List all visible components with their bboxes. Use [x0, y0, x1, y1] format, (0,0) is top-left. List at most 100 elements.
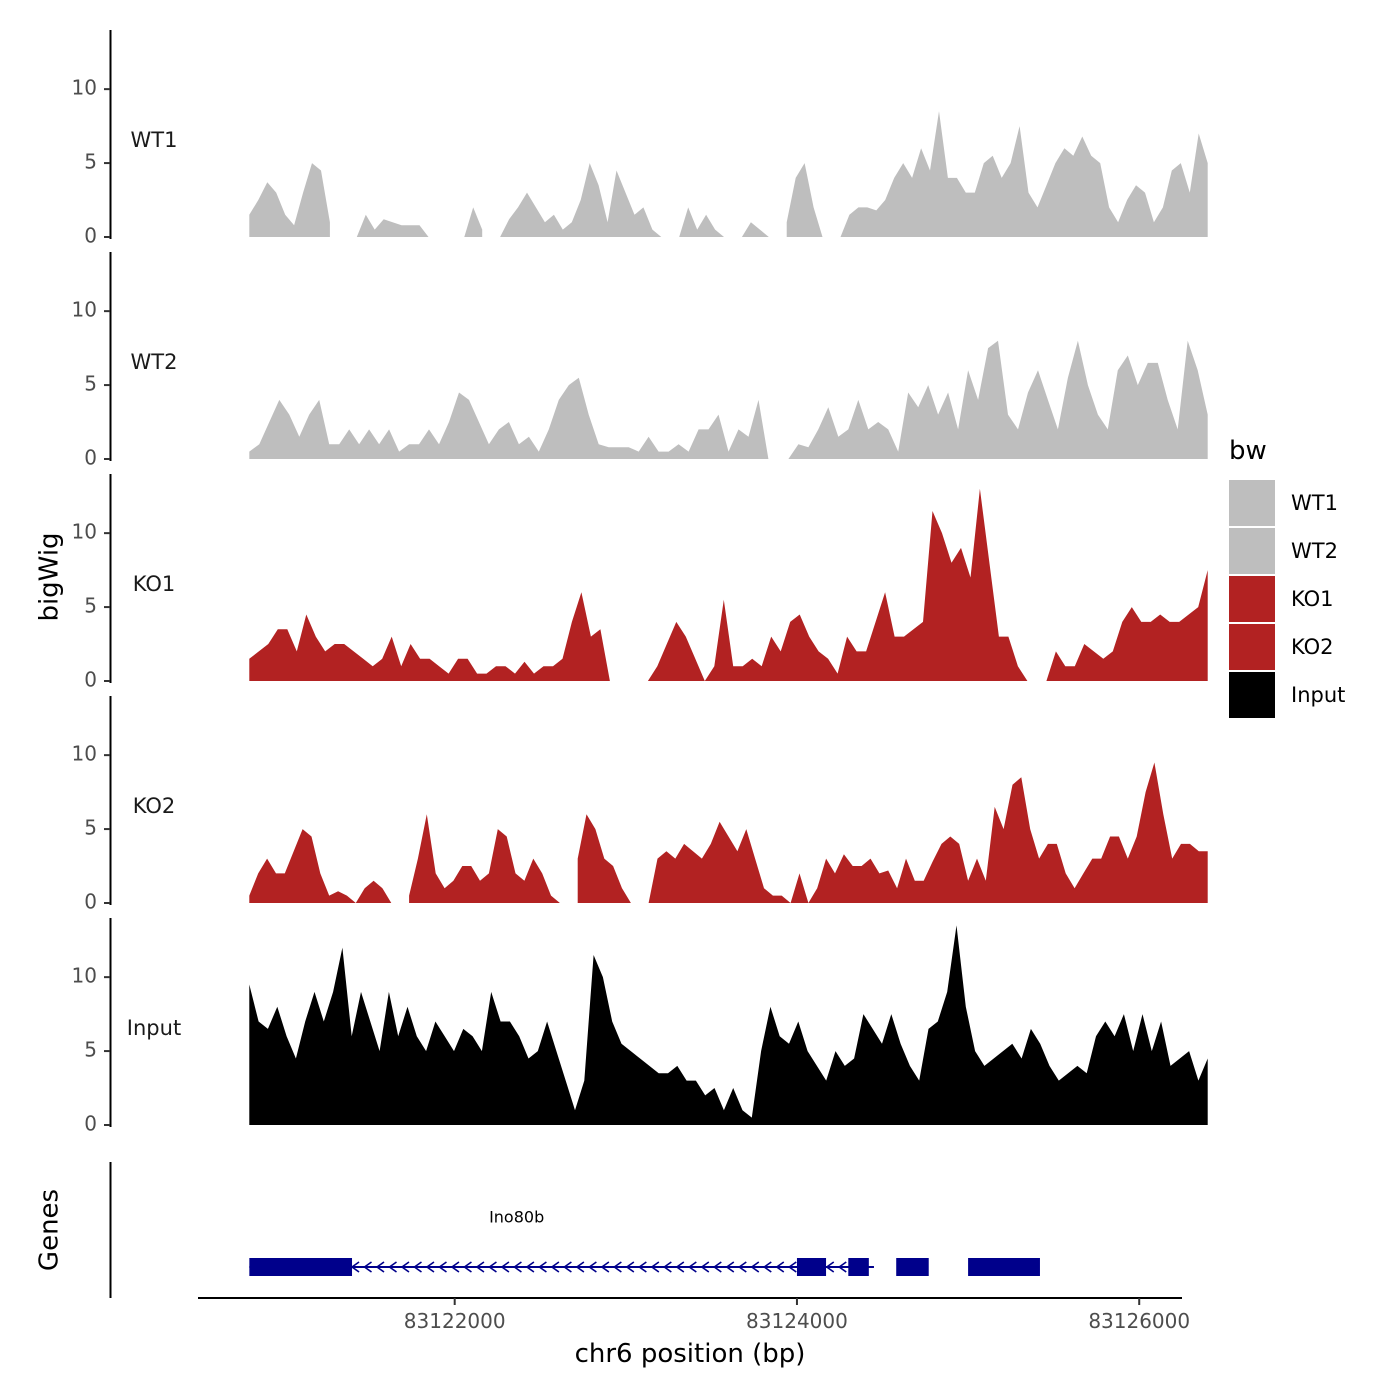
gene-strand-arrow-1 — [363, 1261, 372, 1273]
track-wt1-area-7 — [840, 111, 1208, 237]
track-wt1: 0 5 10 WT1 — [72, 30, 1208, 248]
gene-strand-arrow-22 — [625, 1261, 635, 1273]
gene-strand-arrow-16 — [550, 1261, 560, 1273]
gene-strand-arrow-4 — [400, 1261, 410, 1273]
gene-strand-arrow-36 — [825, 1261, 835, 1273]
track-ko2-area-3 — [648, 762, 1208, 903]
track-ko1-y-tick-label-10: 10 — [72, 520, 97, 544]
x-tick-label-0: 83122000 — [404, 1309, 506, 1333]
legend-title: bw — [1229, 436, 1267, 466]
gene-strand-arrow-9 — [463, 1261, 472, 1273]
track-wt1-y-tick-label-0: 0 — [84, 224, 97, 248]
gene-exon-4 — [896, 1258, 929, 1276]
gene-strand-arrow-32 — [750, 1261, 760, 1273]
track-input-y-tick-label-5: 5 — [84, 1038, 97, 1062]
legend-label-input: Input — [1291, 683, 1345, 707]
track-wt1-y-tick-label-5: 5 — [84, 150, 97, 174]
gene-strand-arrow-27 — [687, 1261, 697, 1273]
gene-strand-arrow-21 — [612, 1261, 622, 1273]
track-ko2-area-0 — [249, 829, 392, 903]
track-ko1-y-tick-label-5: 5 — [84, 594, 97, 618]
gene-strand-arrow-26 — [675, 1261, 685, 1273]
genes-panel: Genes Ino80b — [35, 1162, 1040, 1298]
legend-key-wt2 — [1229, 528, 1275, 574]
gene-exon-3 — [848, 1258, 869, 1276]
track-wt2: 0 5 10 WT2 — [72, 252, 1208, 470]
x-tick-label-2: 83126000 — [1088, 1309, 1190, 1333]
track-ko2-y-tick-label-5: 5 — [84, 816, 97, 840]
track-wt1-y-tick-label-10: 10 — [72, 76, 97, 100]
gene-strand-arrow-3 — [388, 1261, 397, 1273]
track-ko1-area-2 — [1046, 570, 1208, 681]
gene-strand-arrow-30 — [725, 1261, 735, 1273]
track-ko1-area-1 — [647, 488, 1028, 681]
track-input-area-0 — [249, 925, 1208, 1125]
x-tick-label-1: 83124000 — [746, 1309, 848, 1333]
track-wt2-area-0 — [249, 377, 769, 459]
track-input-y-tick-label-0: 0 — [84, 1112, 97, 1136]
genes-axis-title: Genes — [35, 1189, 65, 1271]
gene-strand-arrow-13 — [513, 1261, 522, 1273]
gene-strand-arrow-35 — [787, 1261, 797, 1273]
gene-strand-arrow-25 — [662, 1261, 672, 1273]
gene-strand-arrow-17 — [563, 1261, 572, 1273]
gene-strand-arrow-18 — [575, 1261, 585, 1273]
track-input: 0 5 10 Input — [72, 918, 1208, 1136]
track-ko1-y-tick-label-0: 0 — [84, 668, 97, 692]
legend-key-ko2 — [1229, 624, 1275, 670]
gene-strand-arrow-14 — [525, 1261, 535, 1273]
legend-key-input — [1229, 672, 1275, 718]
track-ko2-y-tick-label-0: 0 — [84, 890, 97, 914]
track-ko1-label: KO1 — [133, 572, 176, 596]
gene-strand-arrow-19 — [588, 1261, 597, 1273]
legend-key-wt1 — [1229, 480, 1275, 526]
gene-strand-arrow-11 — [488, 1261, 497, 1273]
y-axis-title: bigWig — [35, 532, 65, 621]
legend-key-ko1 — [1229, 576, 1275, 622]
legend: bw WT1 WT2 KO1 KO2 Input — [1229, 436, 1345, 718]
gene-strand-arrow-23 — [637, 1261, 647, 1273]
track-wt2-y-tick-label-0: 0 — [84, 446, 97, 470]
gene-strand-arrow-5 — [413, 1261, 422, 1273]
track-ko2-area-1 — [409, 814, 560, 903]
gene-strand-arrow-7 — [438, 1261, 447, 1273]
gene-strand-arrow-2 — [375, 1261, 385, 1273]
track-wt2-label: WT2 — [131, 350, 178, 374]
gene-strand-arrow-29 — [712, 1261, 722, 1273]
legend-label-ko2: KO2 — [1291, 635, 1334, 659]
track-wt1-area-0 — [249, 163, 330, 237]
x-axis-title: chr6 position (bp) — [575, 1339, 806, 1369]
track-ko1: 0 5 10 KO1 — [72, 474, 1208, 692]
track-ko2-y-tick-label-10: 10 — [72, 742, 97, 766]
track-ko2-area-2 — [577, 814, 631, 903]
track-ko2: 0 5 10 KO2 — [72, 696, 1208, 914]
gene-strand-arrow-28 — [700, 1261, 710, 1273]
track-wt1-area-1 — [356, 214, 429, 237]
track-wt2-y-tick-label-5: 5 — [84, 372, 97, 396]
track-wt1-area-2 — [464, 207, 483, 237]
gene-exon-1 — [249, 1258, 353, 1276]
gene-model: Ino80b — [249, 1208, 1040, 1276]
gene-strand-arrow-10 — [475, 1261, 485, 1273]
track-ko2-label: KO2 — [133, 794, 176, 818]
gene-exon-2 — [796, 1258, 827, 1276]
x-axis: chr6 position (bp) 83122000 83124000 83126… — [198, 1297, 1190, 1369]
track-input-y-tick-label-10: 10 — [72, 964, 97, 988]
gene-strand-arrow-12 — [500, 1261, 510, 1273]
gene-strand-arrow-15 — [538, 1261, 547, 1273]
gene-strand-arrow-31 — [737, 1261, 747, 1273]
track-wt1-area-5 — [741, 222, 769, 237]
gene-strand-arrow-24 — [650, 1261, 660, 1273]
gene-strand-arrow-0 — [350, 1261, 360, 1273]
gene-strand-arrow-37 — [837, 1261, 847, 1273]
gene-strand-arrow-6 — [425, 1261, 435, 1273]
signal-tracks: 0 5 10 WT1 0 5 10 WT2 0 5 10 KO1 0 5 10 KO2 0 5 10 Input — [72, 30, 1208, 1136]
gene-strand-arrow-33 — [762, 1261, 772, 1273]
gene-strand-arrow-8 — [450, 1261, 460, 1273]
legend-label-wt1: WT1 — [1291, 491, 1338, 515]
track-wt1-area-4 — [679, 207, 724, 237]
track-wt1-label: WT1 — [131, 128, 178, 152]
track-wt1-area-6 — [786, 163, 823, 237]
legend-label-ko1: KO1 — [1291, 587, 1334, 611]
